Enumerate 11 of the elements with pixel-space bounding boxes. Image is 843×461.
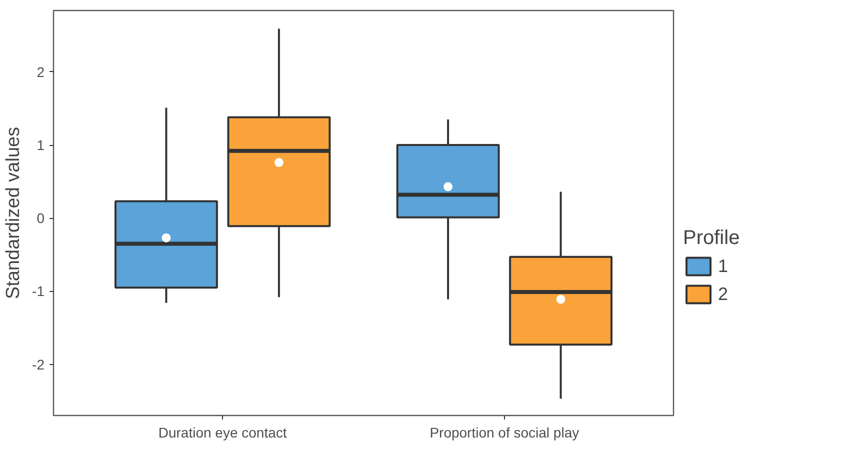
legend-label: 1 bbox=[718, 256, 730, 276]
x-tick-label: Duration eye contact bbox=[158, 424, 287, 440]
x-tick-label: Proportion of social play bbox=[430, 424, 580, 440]
legend-label: 2 bbox=[718, 284, 730, 304]
y-tick-label: -2 bbox=[32, 356, 45, 372]
y-axis-title: Standardized values bbox=[3, 126, 24, 300]
y-tick-label: 2 bbox=[36, 64, 45, 80]
y-tick-label: 0 bbox=[36, 210, 45, 226]
legend-title: Profile bbox=[683, 227, 740, 250]
y-tick-label: -1 bbox=[32, 283, 45, 300]
y-tick-label: 1 bbox=[36, 137, 45, 154]
